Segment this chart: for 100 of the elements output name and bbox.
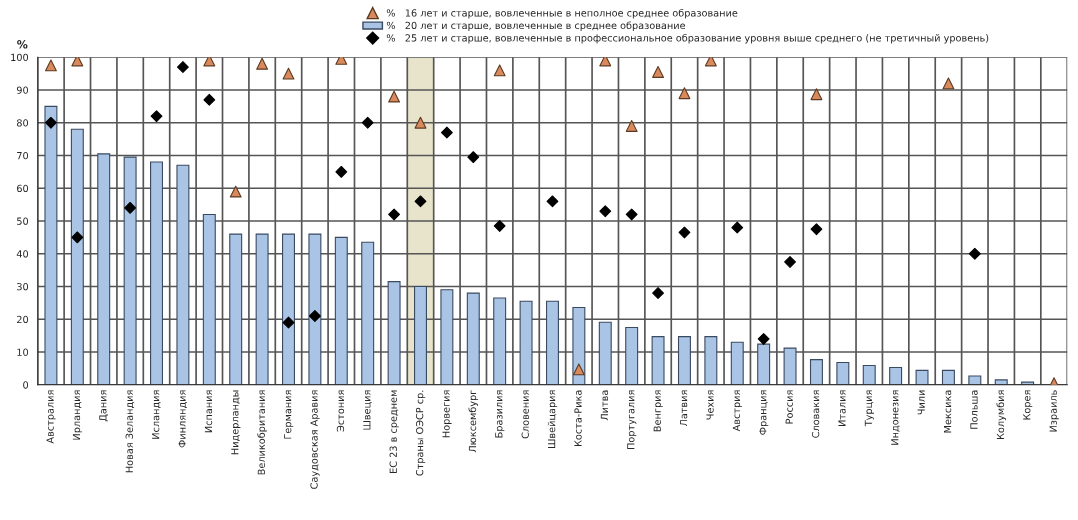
bar [836, 361, 850, 385]
x-tick-label: Латвия [680, 390, 688, 427]
x-tick-label: Эстония [336, 390, 345, 432]
bar [308, 233, 322, 385]
x-tick-label: Бразилия [495, 390, 505, 438]
bar [783, 347, 797, 385]
bar [598, 321, 612, 385]
point [203, 57, 216, 67]
point [546, 195, 559, 208]
bar [176, 164, 190, 385]
point [335, 165, 348, 178]
bar [572, 306, 586, 385]
y-tick-label: 50 [17, 217, 29, 225]
y-tick-label: 10 [17, 348, 29, 356]
point [308, 310, 321, 322]
point [44, 59, 57, 72]
x-tick-label: Новая Зеландия [125, 390, 135, 473]
x-tick-label: Швейцария [547, 390, 558, 449]
point [625, 208, 638, 221]
bar [677, 336, 691, 385]
y-axis-title: % [17, 40, 28, 49]
bar [70, 128, 84, 385]
bar [730, 341, 744, 385]
bar [413, 285, 427, 385]
point [388, 208, 401, 221]
y-tick-label: 30 [17, 283, 29, 291]
x-tick-label: Дания [99, 390, 108, 422]
point [493, 219, 506, 232]
point [572, 363, 585, 376]
point [942, 77, 955, 90]
legend-label: % 16 лет и старше, вовлеченные в неполное среднее образование [386, 8, 738, 19]
point [652, 66, 664, 78]
x-tick-label: Словакия [811, 390, 820, 438]
point [71, 57, 84, 67]
y-tick-label: 60 [17, 184, 29, 193]
x-tick-label: Швеция [363, 390, 372, 430]
x-tick-label: Венгрия [653, 390, 663, 432]
bar [809, 359, 823, 385]
point [493, 64, 506, 77]
bar [361, 241, 375, 385]
bar [44, 105, 58, 385]
x-tick-label: Израиль [1049, 390, 1059, 432]
point [599, 205, 612, 218]
bar [704, 336, 718, 385]
bar [255, 233, 269, 385]
point [44, 116, 57, 129]
bar [625, 326, 639, 385]
bar [651, 336, 665, 385]
x-tick-label: Индонезия [891, 390, 900, 445]
bar [994, 379, 1008, 385]
bar [123, 156, 137, 385]
point [440, 126, 453, 139]
bar [757, 343, 771, 385]
legend-label: % 25 лет и старше, вовлеченные в профессиональное образование уровня выше среднего (не третичный уровень) [386, 33, 989, 44]
y-tick-label: 80 [16, 119, 29, 127]
x-tick-label: Россия [785, 390, 793, 424]
point [282, 316, 295, 329]
point [229, 185, 242, 198]
x-tick-label: Франция [759, 390, 769, 435]
point [678, 226, 691, 239]
x-tick-label: Коста-Рика [574, 390, 582, 447]
bar [97, 153, 111, 385]
point [968, 247, 981, 260]
x-tick-label: Ирландия [72, 390, 83, 440]
x-tick-label: Словения [521, 390, 529, 439]
x-tick-label: Турция [864, 390, 874, 427]
y-tick-label: 70 [17, 151, 29, 160]
point [757, 333, 770, 345]
bar [941, 369, 955, 385]
point [467, 151, 480, 164]
point [150, 110, 163, 123]
x-tick-label: Италия [838, 390, 846, 426]
y-tick-label: 0 [23, 381, 29, 389]
point [704, 57, 717, 67]
x-tick-label: Великобритания [257, 390, 267, 475]
point [256, 57, 269, 70]
y-tick-label: 100 [11, 53, 29, 62]
bar [545, 300, 559, 385]
bar [519, 300, 533, 385]
point [784, 256, 796, 268]
x-tick-label: Австрия [732, 390, 742, 432]
point [652, 287, 664, 300]
x-tick-label: Нидерланды [231, 390, 241, 455]
x-tick-label: Финляндия [178, 390, 187, 448]
x-tick-label: Испания [204, 390, 213, 433]
point [625, 120, 638, 132]
x-tick-label: Португалия [627, 390, 637, 449]
bar [387, 281, 401, 385]
x-tick-label: Польша [970, 390, 978, 429]
point [176, 61, 189, 73]
x-tick-label: Норвегия [442, 390, 452, 438]
point [388, 90, 401, 103]
x-tick-label: Австралия [46, 390, 56, 444]
point [414, 116, 427, 129]
point [810, 223, 823, 236]
x-tick-label: Люксембург [468, 390, 479, 453]
point [414, 195, 427, 208]
x-tick-label: Чехия [706, 390, 714, 420]
point [124, 201, 137, 214]
bar [889, 366, 903, 385]
